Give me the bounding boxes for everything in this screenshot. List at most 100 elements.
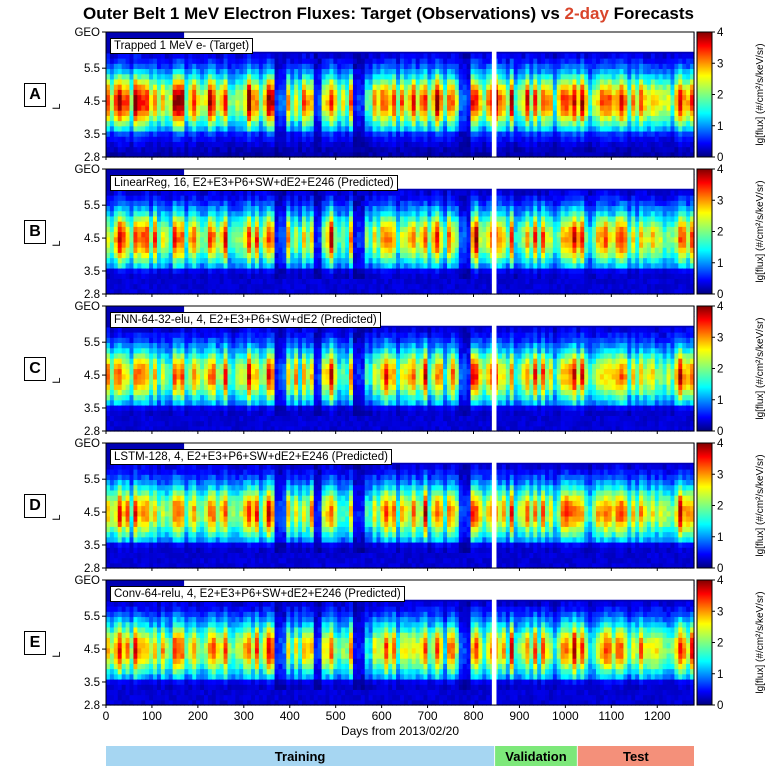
heatmap-cell bbox=[313, 125, 319, 132]
heatmap-cell bbox=[498, 84, 503, 90]
heatmap-cell bbox=[533, 146, 538, 153]
heatmap-cell bbox=[439, 84, 444, 90]
heatmap-cell bbox=[678, 84, 683, 90]
heatmap-cell bbox=[599, 115, 605, 122]
heatmap-cell bbox=[125, 257, 131, 264]
heatmap-cell bbox=[329, 78, 334, 85]
heatmap-cell bbox=[235, 215, 240, 222]
heatmap-cell bbox=[313, 146, 319, 153]
heatmap-cell bbox=[309, 130, 315, 137]
heatmap-cell bbox=[106, 120, 111, 127]
heatmap-cell bbox=[149, 288, 154, 295]
heatmap-cell bbox=[125, 200, 131, 207]
heatmap-cell bbox=[478, 84, 483, 90]
heatmap-cell bbox=[207, 136, 213, 142]
heatmap-cell bbox=[168, 84, 174, 90]
heatmap-cell bbox=[247, 252, 252, 259]
heatmap-cell bbox=[113, 221, 119, 227]
heatmap-cell bbox=[239, 267, 244, 274]
heatmap-cell bbox=[309, 226, 315, 233]
heatmap-cell bbox=[262, 189, 268, 196]
heatmap-cell bbox=[313, 58, 319, 64]
heatmap-cell bbox=[317, 84, 323, 90]
heatmap-cell bbox=[498, 94, 503, 101]
heatmap-cell bbox=[188, 278, 193, 285]
heatmap-cell bbox=[290, 221, 295, 227]
heatmap-cell bbox=[262, 241, 268, 248]
heatmap-cell bbox=[505, 89, 511, 96]
heatmap-cell bbox=[106, 99, 111, 106]
heatmap-cell bbox=[117, 205, 123, 212]
heatmap-cell bbox=[223, 73, 229, 80]
heatmap-cell bbox=[160, 241, 166, 248]
heatmap-cell bbox=[435, 84, 440, 90]
heatmap-cell bbox=[654, 104, 660, 111]
heatmap-cell bbox=[682, 89, 687, 96]
heatmap-cell bbox=[192, 195, 197, 201]
heatmap-cell bbox=[576, 99, 581, 106]
heatmap-cell bbox=[302, 278, 307, 285]
heatmap-cell bbox=[207, 189, 213, 196]
heatmap-cell bbox=[184, 84, 189, 90]
heatmap-cell bbox=[419, 120, 425, 127]
heatmap-cell bbox=[286, 146, 291, 153]
heatmap-cell bbox=[541, 58, 546, 64]
heatmap-cell bbox=[106, 78, 111, 85]
heatmap-cell bbox=[631, 104, 636, 111]
heatmap-cell bbox=[356, 110, 362, 116]
heatmap-cell bbox=[439, 58, 444, 64]
heatmap-cell bbox=[396, 141, 401, 148]
heatmap-cell bbox=[678, 136, 683, 142]
heatmap-cell bbox=[411, 52, 417, 59]
heatmap-cell bbox=[133, 221, 138, 227]
heatmap-cell bbox=[329, 146, 334, 153]
heatmap-cell bbox=[156, 151, 162, 158]
heatmap-cell bbox=[168, 32, 174, 38]
heatmap-cell bbox=[258, 273, 264, 279]
heatmap-cell bbox=[576, 130, 581, 137]
heatmap-cell bbox=[345, 84, 350, 90]
heatmap-cell bbox=[564, 94, 570, 101]
heatmap-cell bbox=[682, 115, 687, 122]
heatmap-cell bbox=[184, 89, 189, 96]
heatmap-cell bbox=[439, 68, 444, 75]
heatmap-cell bbox=[505, 52, 511, 59]
heatmap-cell bbox=[278, 115, 283, 122]
heatmap-cell bbox=[219, 262, 225, 269]
heatmap-cell bbox=[274, 257, 280, 264]
heatmap-cell bbox=[117, 125, 123, 132]
heatmap-cell bbox=[290, 63, 295, 70]
heatmap-cell bbox=[129, 215, 135, 222]
heatmap-cell bbox=[349, 73, 354, 80]
heatmap-cell bbox=[321, 120, 327, 127]
heatmap-cell bbox=[392, 84, 397, 90]
heatmap-cell bbox=[302, 252, 307, 259]
heatmap-cell bbox=[133, 115, 138, 122]
heatmap-cell bbox=[403, 89, 409, 96]
heatmap-cell bbox=[682, 125, 687, 132]
heatmap-cell bbox=[219, 115, 225, 122]
heatmap-cell bbox=[278, 146, 283, 153]
heatmap-cell bbox=[270, 189, 276, 196]
heatmap-cell bbox=[568, 104, 574, 111]
heatmap-cell bbox=[317, 236, 323, 243]
heatmap-cell bbox=[153, 63, 158, 70]
heatmap-cell bbox=[243, 205, 248, 212]
heatmap-cell bbox=[670, 146, 675, 153]
heatmap-cell bbox=[627, 89, 632, 96]
heatmap-cell bbox=[462, 73, 468, 80]
heatmap-cell bbox=[231, 210, 236, 217]
heatmap-cell bbox=[670, 136, 675, 142]
heatmap-cell bbox=[243, 58, 248, 64]
heatmap-cell bbox=[129, 278, 135, 285]
heatmap-cell bbox=[486, 89, 491, 96]
heatmap-cell bbox=[482, 130, 487, 137]
heatmap-cell bbox=[372, 130, 378, 137]
heatmap-cell bbox=[156, 221, 162, 227]
heatmap-cell bbox=[196, 120, 201, 127]
heatmap-cell bbox=[596, 141, 601, 148]
heatmap-cell bbox=[380, 115, 385, 122]
heatmap-cell bbox=[215, 241, 221, 248]
heatmap-cell bbox=[431, 58, 436, 64]
heatmap-cell bbox=[207, 63, 213, 70]
